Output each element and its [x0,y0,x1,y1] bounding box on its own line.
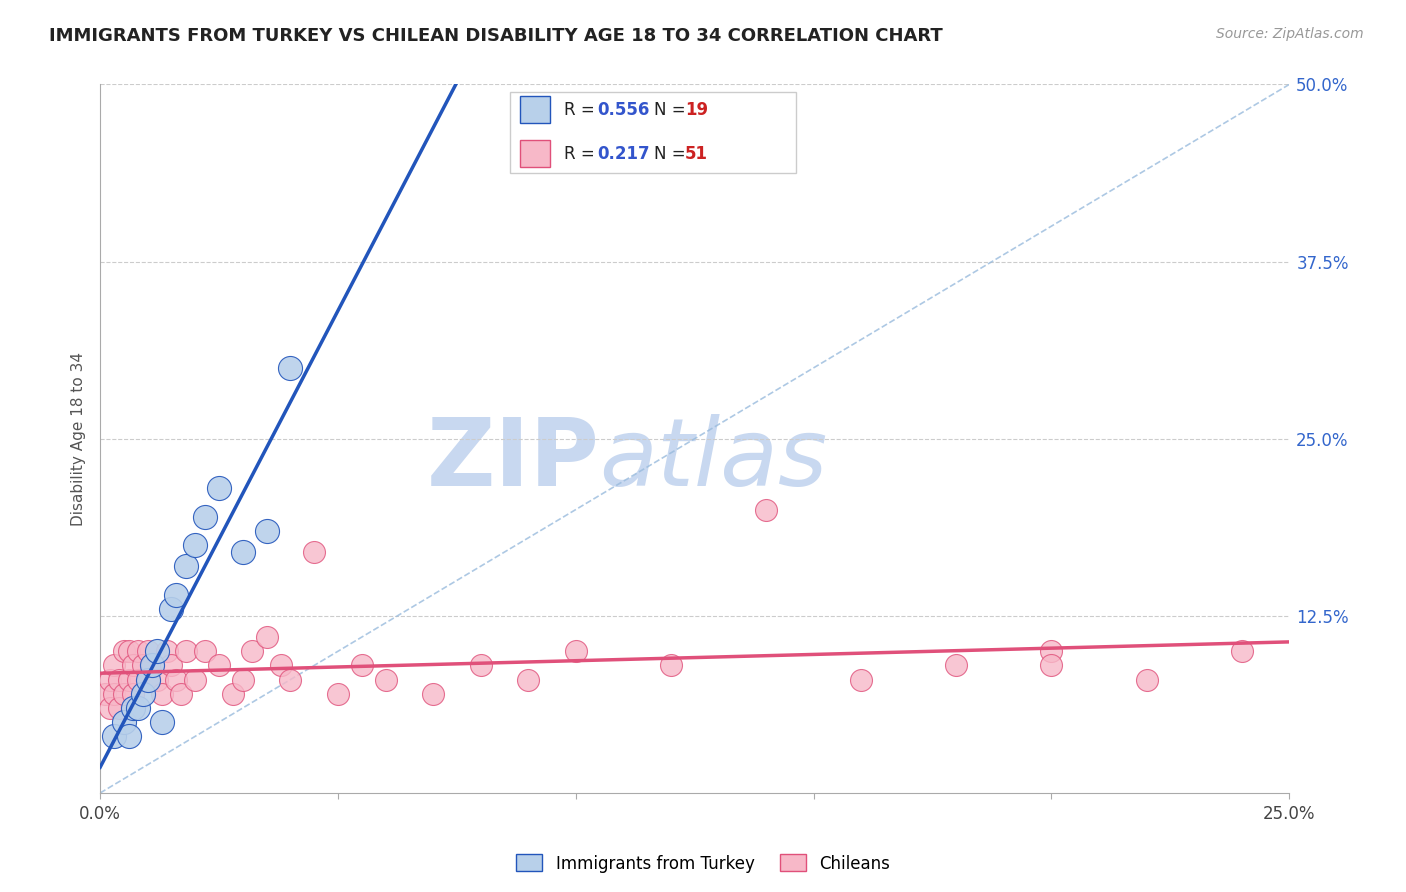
Text: N =: N = [654,101,692,119]
FancyBboxPatch shape [520,96,550,123]
Point [240,644,263,658]
FancyBboxPatch shape [520,140,550,168]
Point [422,687,444,701]
Point [136,673,159,687]
Point [127,644,149,658]
Point [232,545,254,559]
Point [222,687,245,701]
Point [208,658,231,673]
Y-axis label: Disability Age 18 to 34: Disability Age 18 to 34 [72,351,86,525]
Point [517,673,540,687]
Text: N =: N = [654,145,692,163]
Point [156,644,179,658]
Point [165,673,187,687]
Text: atlas: atlas [599,415,828,506]
Point [150,715,173,730]
Point [127,701,149,715]
Text: 51: 51 [685,145,709,163]
Point [1040,644,1063,658]
Text: Source: ZipAtlas.com: Source: ZipAtlas.com [1216,27,1364,41]
Point [118,644,141,658]
Point [103,729,125,743]
Point [565,644,588,658]
Point [194,509,217,524]
Point [232,673,254,687]
Point [184,538,207,552]
Point [659,658,682,673]
Point [141,658,163,673]
Point [270,658,292,673]
Point [103,658,125,673]
Point [174,644,197,658]
Legend: Immigrants from Turkey, Chileans: Immigrants from Turkey, Chileans [509,847,897,880]
Point [208,481,231,495]
Point [122,658,145,673]
Point [112,644,135,658]
Text: 0.217: 0.217 [598,145,650,163]
FancyBboxPatch shape [510,92,796,173]
Point [118,729,141,743]
Point [755,502,778,516]
Point [170,687,193,701]
Point [136,673,159,687]
Point [122,687,145,701]
Point [98,701,121,715]
Point [256,524,278,538]
Point [374,673,396,687]
Point [470,658,492,673]
Point [146,673,169,687]
Point [326,687,349,701]
Text: ZIP: ZIP [426,414,599,506]
Text: R =: R = [564,101,600,119]
Point [165,588,187,602]
Point [1230,644,1253,658]
Point [94,687,117,701]
Point [141,658,163,673]
Point [160,658,183,673]
Point [112,687,135,701]
Point [150,687,173,701]
Point [160,601,183,615]
Point [136,644,159,658]
Point [132,658,155,673]
Point [118,673,141,687]
Text: 0.556: 0.556 [598,101,650,119]
Point [194,644,217,658]
Point [849,673,872,687]
Point [280,673,302,687]
Point [302,545,325,559]
Text: 19: 19 [685,101,709,119]
Point [112,715,135,730]
Text: R =: R = [564,145,600,163]
Point [174,559,197,574]
Point [280,360,302,375]
Text: IMMIGRANTS FROM TURKEY VS CHILEAN DISABILITY AGE 18 TO 34 CORRELATION CHART: IMMIGRANTS FROM TURKEY VS CHILEAN DISABI… [49,27,943,45]
Point [98,673,121,687]
Point [108,673,131,687]
Point [945,658,967,673]
Point [146,644,169,658]
Point [350,658,373,673]
Point [108,701,131,715]
Point [1040,658,1063,673]
Point [103,687,125,701]
Point [184,673,207,687]
Point [132,687,155,701]
Point [256,630,278,644]
Point [122,701,145,715]
Point [1135,673,1157,687]
Point [127,673,149,687]
